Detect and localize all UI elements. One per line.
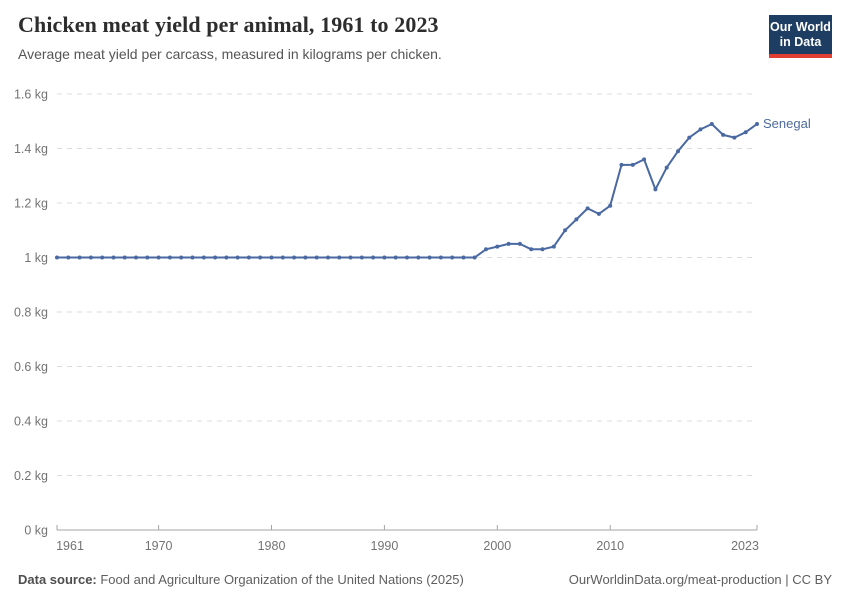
data-point (303, 255, 308, 260)
x-axis-tick-label: 1990 (371, 539, 399, 553)
data-point (359, 255, 364, 260)
data-point (348, 255, 353, 260)
data-point (88, 255, 93, 260)
data-point (529, 247, 534, 252)
data-point (517, 241, 522, 246)
data-point (461, 255, 466, 260)
data-point (213, 255, 218, 260)
data-point (100, 255, 105, 260)
x-axis-tick-label: 1970 (145, 539, 173, 553)
data-point (596, 211, 601, 216)
data-point (551, 244, 556, 249)
owid-logo: Our World in Data (769, 15, 832, 58)
data-point (111, 255, 116, 260)
data-point (382, 255, 387, 260)
x-axis-tick-label: 2000 (483, 539, 511, 553)
data-point (280, 255, 285, 260)
data-point (574, 217, 579, 222)
data-source-text: Food and Agriculture Organization of the… (96, 572, 464, 587)
footer-attribution: OurWorldinData.org/meat-production | CC … (568, 572, 832, 587)
data-point (190, 255, 195, 260)
data-point (258, 255, 263, 260)
y-axis-tick-label: 1 kg (24, 251, 48, 265)
data-point (743, 130, 748, 135)
data-point (246, 255, 251, 260)
data-point (732, 135, 737, 140)
data-point (416, 255, 421, 260)
page-title: Chicken meat yield per animal, 1961 to 2… (18, 12, 439, 37)
x-axis-tick-label: 1961 (56, 539, 84, 553)
y-axis-tick-label: 0.2 kg (14, 469, 48, 483)
data-point (642, 157, 647, 162)
data-point (676, 149, 680, 154)
data-point (687, 135, 692, 140)
data-point (201, 255, 206, 260)
data-point (484, 247, 488, 252)
y-axis-tick-label: 1.4 kg (14, 142, 48, 156)
data-point (179, 255, 184, 260)
data-point (156, 255, 161, 260)
owid-logo-line1: Our World (770, 20, 831, 34)
y-axis-tick-label: 1.2 kg (14, 197, 48, 211)
data-point (709, 122, 714, 126)
data-point (326, 255, 330, 260)
data-point (55, 255, 59, 260)
data-point (145, 255, 150, 260)
data-point (721, 132, 726, 137)
series-label: Senegal (763, 116, 811, 131)
x-axis-tick-label: 2010 (596, 539, 624, 553)
data-point (619, 162, 624, 167)
data-point (337, 255, 342, 260)
data-point (371, 255, 376, 260)
data-point (134, 255, 138, 260)
data-point (167, 255, 172, 260)
chart-header: Chicken meat yield per animal, 1961 to 2… (18, 12, 740, 62)
data-point (405, 255, 409, 260)
data-point (450, 255, 455, 260)
data-point (608, 203, 613, 208)
data-point (77, 255, 82, 260)
data-point (585, 206, 590, 211)
data-source-label: Data source: (18, 572, 97, 587)
data-point (438, 255, 443, 260)
chart-subtitle: Average meat yield per carcass, measured… (18, 46, 442, 62)
data-point (653, 187, 658, 192)
data-point (235, 255, 240, 260)
y-axis-tick-label: 0.4 kg (14, 415, 48, 429)
data-point (472, 255, 477, 260)
owid-logo-line2: in Data (779, 35, 822, 49)
x-axis-tick-label: 1980 (258, 539, 286, 553)
data-source: Data source: Food and Agriculture Organi… (18, 572, 464, 587)
data-point (122, 255, 127, 260)
y-axis-tick-label: 0 kg (24, 524, 48, 538)
y-axis-tick-label: 0.6 kg (14, 360, 48, 374)
y-axis-tick-label: 1.6 kg (14, 88, 48, 102)
chart-footer: Data source: Food and Agriculture Organi… (18, 572, 832, 587)
data-point (292, 255, 297, 260)
data-point (269, 255, 274, 260)
data-point (427, 255, 432, 260)
data-point (495, 244, 500, 249)
data-line (56, 123, 758, 259)
data-point (224, 255, 229, 260)
data-point (540, 247, 545, 252)
x-axis-tick-label: 2023 (731, 539, 759, 553)
data-point (664, 165, 669, 170)
data-point (314, 255, 319, 260)
y-axis-tick-label: 0.8 kg (14, 306, 48, 320)
data-point (630, 162, 635, 167)
data-point (393, 255, 398, 260)
data-point (698, 127, 703, 132)
data-point (563, 228, 568, 233)
data-point (755, 122, 759, 126)
data-point (506, 241, 511, 246)
data-point (66, 255, 71, 260)
